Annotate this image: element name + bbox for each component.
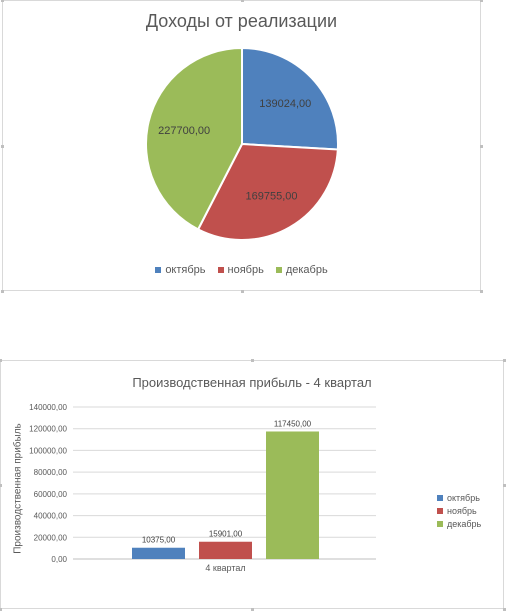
bar-legend-item-december: декабрь xyxy=(437,519,481,529)
legend-item-december: декабрь xyxy=(275,264,328,276)
bar-legend-item-october: октябрь xyxy=(437,493,481,503)
y-tick-label: 140000,00 xyxy=(29,403,67,412)
resize-handle[interactable] xyxy=(480,0,483,2)
legend-swatch-december xyxy=(275,267,282,273)
pie-slice-december[interactable] xyxy=(145,46,243,231)
bar-november[interactable] xyxy=(199,541,252,559)
pie-data-label-november: 169755,00 xyxy=(246,191,298,203)
resize-handle[interactable] xyxy=(1,0,4,2)
bar-october[interactable] xyxy=(132,547,185,559)
bar-december[interactable] xyxy=(266,431,319,559)
bar-chart-frame[interactable]: Производственная прибыль - 4 квартал Про… xyxy=(0,359,506,611)
legend-label-october: октябрь xyxy=(165,264,206,276)
resize-handle[interactable] xyxy=(1,144,4,148)
resize-handle[interactable] xyxy=(480,144,483,148)
bar-legend-label-november: ноябрь xyxy=(447,506,477,516)
bar-chart-legend: октябрь ноябрь декабрь xyxy=(437,493,481,529)
y-tick-label: 40000,00 xyxy=(34,512,68,521)
legend-item-november: ноябрь xyxy=(217,264,264,276)
resize-handle[interactable] xyxy=(503,608,506,611)
pie-data-label-december: 227700,00 xyxy=(158,125,210,137)
y-tick-label: 80000,00 xyxy=(34,468,68,477)
bar-legend-swatch-november xyxy=(437,508,443,514)
y-tick-label: 100000,00 xyxy=(29,446,67,455)
pie-data-label-october: 139024,00 xyxy=(259,98,311,110)
y-tick-label: 60000,00 xyxy=(34,490,68,499)
pie-chart-title: Доходы от реализации xyxy=(145,11,338,31)
resize-handle[interactable] xyxy=(0,359,2,362)
bar-data-label-november: 15901,00 xyxy=(209,530,243,539)
resize-handle[interactable] xyxy=(503,483,506,487)
legend-swatch-november xyxy=(217,267,224,273)
x-category-label: 4 квартал xyxy=(205,563,245,573)
bar-chart-title: Производственная прибыль - 4 квартал xyxy=(132,375,372,390)
resize-handle[interactable] xyxy=(251,359,254,362)
bar-legend-item-november: ноябрь xyxy=(437,506,481,516)
resize-handle[interactable] xyxy=(1,290,4,293)
bar-legend-label-december: декабрь xyxy=(447,519,482,529)
legend-item-october: октябрь xyxy=(155,264,206,276)
resize-handle[interactable] xyxy=(0,608,2,611)
legend-label-november: ноябрь xyxy=(227,264,264,276)
resize-handle[interactable] xyxy=(0,483,2,487)
resize-handle[interactable] xyxy=(251,608,254,611)
y-tick-label: 20000,00 xyxy=(34,533,68,542)
y-tick-label: 0,00 xyxy=(51,555,67,564)
y-tick-label: 120000,00 xyxy=(29,425,67,434)
legend-swatch-october xyxy=(155,267,162,273)
bar-chart-plot: 0,00 20000,00 40000,00 60000,00 80000,00 1000… xyxy=(29,403,376,573)
bar-data-label-october: 10375,00 xyxy=(142,536,176,545)
bar-legend-swatch-october xyxy=(437,495,443,501)
pie-chart-frame[interactable]: Доходы от реализации 139024,00 169755,00 2… xyxy=(1,0,483,293)
bar-legend-swatch-december xyxy=(437,521,443,527)
bar-legend-label-october: октябрь xyxy=(447,493,480,503)
legend-label-december: декабрь xyxy=(285,264,328,276)
resize-handle[interactable] xyxy=(240,290,244,293)
resize-handle[interactable] xyxy=(503,359,506,362)
bar-data-label-december: 117450,00 xyxy=(274,419,312,428)
resize-handle[interactable] xyxy=(480,290,483,293)
pie-chart-legend: октябрь ноябрь декабрь xyxy=(3,264,480,276)
resize-handle[interactable] xyxy=(240,0,244,2)
pie-slice-november[interactable] xyxy=(196,142,339,241)
pie-slice-october[interactable] xyxy=(241,46,339,151)
pie-chart-plot: 139024,00 169755,00 227700,00 xyxy=(145,46,339,241)
